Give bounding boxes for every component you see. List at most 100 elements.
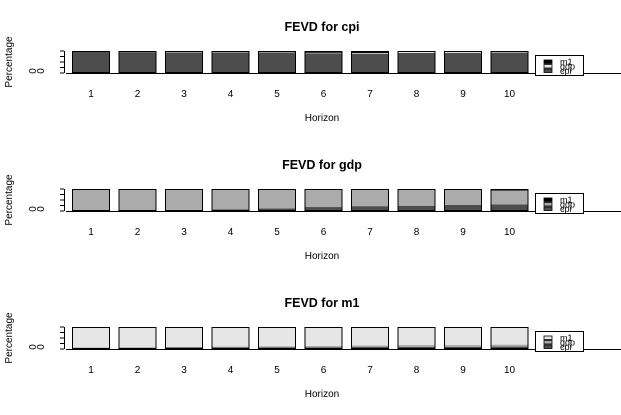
bar-segment-gdp-h7: [351, 52, 389, 54]
bar-segment-gdp-h8: [397, 189, 436, 206]
bar-outline-h7: [351, 327, 389, 349]
x-tick-label: 2: [135, 227, 141, 238]
bar-segment-cpi-h4: [211, 52, 250, 73]
bar-segment-cpi-h3: [165, 52, 203, 73]
bar-outline-h3: [165, 189, 203, 211]
x-tick-label: 1: [88, 89, 94, 100]
x-tick-label: 10: [504, 89, 516, 100]
x-tick-label: 1: [88, 227, 94, 238]
x-tick-label: 3: [181, 365, 187, 376]
x-tick-label: 6: [321, 89, 327, 100]
bar-segment-m1-h8: [397, 327, 436, 346]
legend-swatch-m1: [543, 335, 553, 340]
x-tick-label: 3: [181, 89, 187, 100]
bar-segment-cpi-h8: [397, 52, 436, 73]
x-tick-label: 5: [274, 365, 280, 376]
bar-segment-gdp-h10: [490, 190, 529, 205]
x-tick-label: 8: [414, 89, 420, 100]
bar-segment-gdp-h10: [490, 51, 529, 53]
bar-outline-h7: [351, 189, 389, 211]
legend-swatch-m1: [543, 59, 553, 64]
legend-label-gdp: gdp: [560, 338, 575, 348]
x-tick-label: 9: [460, 227, 466, 238]
bar-outline-h5: [258, 327, 296, 349]
legend-label-gdp: gdp: [560, 62, 575, 72]
bar-segment-cpi-h8: [397, 346, 436, 349]
bar-segment-gdp-h3: [165, 189, 203, 210]
legend-swatch-gdp: [543, 64, 553, 69]
bar-segment-m1-h10: [490, 327, 529, 345]
bar-segment-gdp-h9: [444, 51, 482, 53]
fevd-panel-3: FEVD for m1 1 2 3 4 5 6 7 8 9 10 00 Horizon Percentag…: [4, 296, 621, 400]
legend-label-cpi: cpi: [560, 204, 572, 214]
legend-label-cpi: cpi: [560, 342, 572, 352]
bar-outline-h4: [211, 51, 250, 73]
x-tick-label: 1: [88, 365, 94, 376]
bar-segment-m1-h1: [72, 327, 110, 348]
fevd-panel-1: FEVD for cpi 1 2 3 4 5 6 7 8 9 10 00 Horizon Percenta…: [4, 20, 621, 124]
bar-segment-gdp-h7: [351, 345, 389, 348]
x-tick-label: 4: [228, 227, 234, 238]
legend-swatch-m1: [543, 197, 553, 202]
bar-outline-h1: [72, 189, 110, 211]
x-tick-label: 5: [274, 89, 280, 100]
bar-segment-gdp-h9: [444, 189, 482, 205]
x-tick-label: 6: [321, 227, 327, 238]
x-tick-label: 8: [414, 365, 420, 376]
bar-segment-gdp-h9: [444, 345, 482, 347]
x-tick-label: 7: [367, 89, 373, 100]
bar-segment-gdp-h8: [397, 51, 436, 53]
legend-label-cpi: cpi: [560, 66, 572, 76]
bar-outline-h10: [490, 189, 529, 211]
x-tick-label: 7: [367, 365, 373, 376]
x-axis-title: Horizon: [305, 113, 339, 124]
chart-title: FEVD for m1: [284, 296, 359, 310]
legend-swatch-gdp: [543, 340, 553, 345]
bar-outline-h2: [118, 327, 157, 349]
bar-segment-m1-h7: [351, 327, 389, 346]
x-axis-title: Horizon: [305, 251, 339, 262]
legend-swatch-cpi: [543, 206, 553, 211]
bar-segment-gdp-h3: [165, 346, 203, 348]
bar-segment-gdp-h7: [351, 189, 389, 207]
y-axis-title: Percentage: [4, 312, 15, 364]
legend-swatch-cpi: [543, 344, 553, 349]
bar-segment-gdp-h5: [258, 189, 296, 209]
bar-outline-h5: [258, 51, 296, 73]
bar-outline-h6: [304, 51, 343, 73]
bar-segment-cpi-h9: [444, 204, 482, 211]
x-tick-label: 5: [274, 227, 280, 238]
bar-segment-gdp-h4: [211, 189, 250, 210]
bar-outline-h6: [304, 189, 343, 211]
y-axis-title: Percentage: [4, 174, 15, 226]
bar-segment-gdp-h8: [397, 345, 436, 347]
bar-outline-h5: [258, 189, 296, 211]
bar-outline-h1: [72, 51, 110, 73]
x-tick-label: 4: [228, 89, 234, 100]
bar-outline-h9: [444, 51, 482, 73]
y-axis-title: Percentage: [4, 36, 15, 88]
bar-segment-cpi-h9: [444, 346, 482, 349]
bar-segment-cpi-h6: [304, 207, 343, 211]
bar-segment-cpi-h5: [258, 52, 296, 73]
bar-segment-cpi-h10: [490, 204, 529, 211]
x-tick-label: 2: [135, 89, 141, 100]
bar-segment-m1-h2: [118, 327, 157, 348]
bar-outline-h6: [304, 327, 343, 349]
bar-segment-gdp-h6: [304, 345, 343, 348]
bar-segment-cpi-h2: [118, 52, 157, 73]
bar-segment-cpi-h10: [490, 346, 529, 349]
bar-outline-h1: [72, 327, 110, 349]
bar-segment-gdp-h2: [118, 189, 157, 211]
x-tick-label: 8: [414, 227, 420, 238]
legend-label-gdp: gdp: [560, 200, 575, 210]
bar-outline-h3: [165, 327, 203, 349]
bar-segment-cpi-h8: [397, 205, 436, 211]
legend-label-m1: m1: [560, 57, 573, 67]
bar-outline-h7: [351, 51, 389, 73]
x-tick-label: 10: [504, 365, 516, 376]
